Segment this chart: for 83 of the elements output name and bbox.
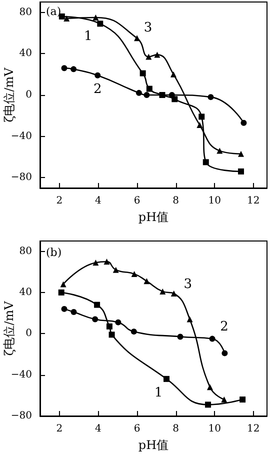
point (170, 290, 177, 296)
point (238, 168, 244, 174)
y-axis-title: ζ电位/mV (2, 67, 16, 122)
y-tick-label: −80 (10, 172, 32, 184)
point (104, 258, 110, 265)
x-tick-label: 10 (208, 196, 221, 206)
x-tick-label: 10 (208, 424, 221, 434)
x-tick-label: 6 (134, 196, 140, 206)
series-label: 3 (144, 20, 152, 36)
point (205, 402, 212, 408)
point (115, 319, 122, 326)
point (168, 92, 175, 98)
point (177, 334, 184, 340)
point (196, 122, 203, 128)
point (131, 270, 138, 277)
point (61, 65, 68, 72)
y-tick-label: −80 (10, 410, 32, 422)
x-tick-label: 8 (172, 196, 179, 206)
point (170, 71, 176, 78)
chart-title: (a) (46, 5, 62, 18)
point (216, 148, 223, 154)
point (130, 328, 137, 335)
point (92, 14, 99, 20)
point (60, 281, 66, 288)
point (238, 150, 244, 157)
point (202, 159, 209, 166)
x-tick-label: 8 (172, 424, 179, 434)
point (140, 70, 146, 76)
point (136, 90, 142, 96)
x-axis-title: pH值 (138, 210, 169, 224)
point (61, 306, 68, 312)
point (206, 384, 213, 390)
point (70, 309, 77, 316)
point (209, 336, 216, 342)
y-tick-label: 40 (19, 286, 32, 298)
point (146, 86, 152, 92)
series-label: 1 (154, 385, 163, 400)
point (222, 350, 228, 356)
x-tick-label: 2 (56, 196, 63, 206)
y-tick-label: 0 (26, 90, 32, 100)
point (186, 316, 193, 322)
point (221, 396, 228, 403)
y-tick-label: −40 (10, 369, 32, 380)
y-tick-label: 80 (19, 246, 32, 257)
point (160, 288, 166, 294)
point (108, 332, 115, 338)
x-tick-label: 4 (95, 424, 102, 434)
x-axis-title: pH值 (138, 438, 169, 452)
point (240, 120, 247, 126)
point (58, 289, 64, 296)
x-tick-label: 4 (95, 196, 102, 206)
point (92, 316, 98, 322)
point (106, 323, 112, 330)
series-label: 1 (84, 29, 92, 44)
point (94, 72, 101, 78)
x-tick-label: 12 (247, 196, 260, 206)
series-label: 2 (220, 319, 228, 334)
y-axis-title: ζ电位/mV (2, 300, 16, 356)
point (144, 278, 150, 284)
y-tick-label: 0 (26, 328, 32, 340)
point (240, 396, 246, 403)
point (64, 16, 70, 22)
point (94, 302, 100, 308)
x-tick-label: 6 (134, 424, 140, 434)
point (144, 92, 150, 98)
point (97, 20, 104, 27)
point (112, 266, 119, 273)
x-tick-label: 2 (56, 424, 63, 434)
series-label: 2 (93, 82, 102, 97)
point (208, 94, 214, 100)
point (70, 66, 77, 72)
point (154, 52, 160, 58)
point (92, 260, 99, 266)
point (159, 92, 166, 98)
y-tick-label: 80 (19, 6, 32, 18)
text: (b) (46, 246, 62, 259)
y-tick-label: −40 (10, 130, 32, 142)
x-tick-label: 12 (247, 424, 260, 434)
point (164, 376, 170, 382)
series-label: 3 (184, 277, 192, 292)
y-tick-label: 40 (19, 48, 32, 60)
point (198, 114, 205, 120)
point (146, 54, 152, 60)
